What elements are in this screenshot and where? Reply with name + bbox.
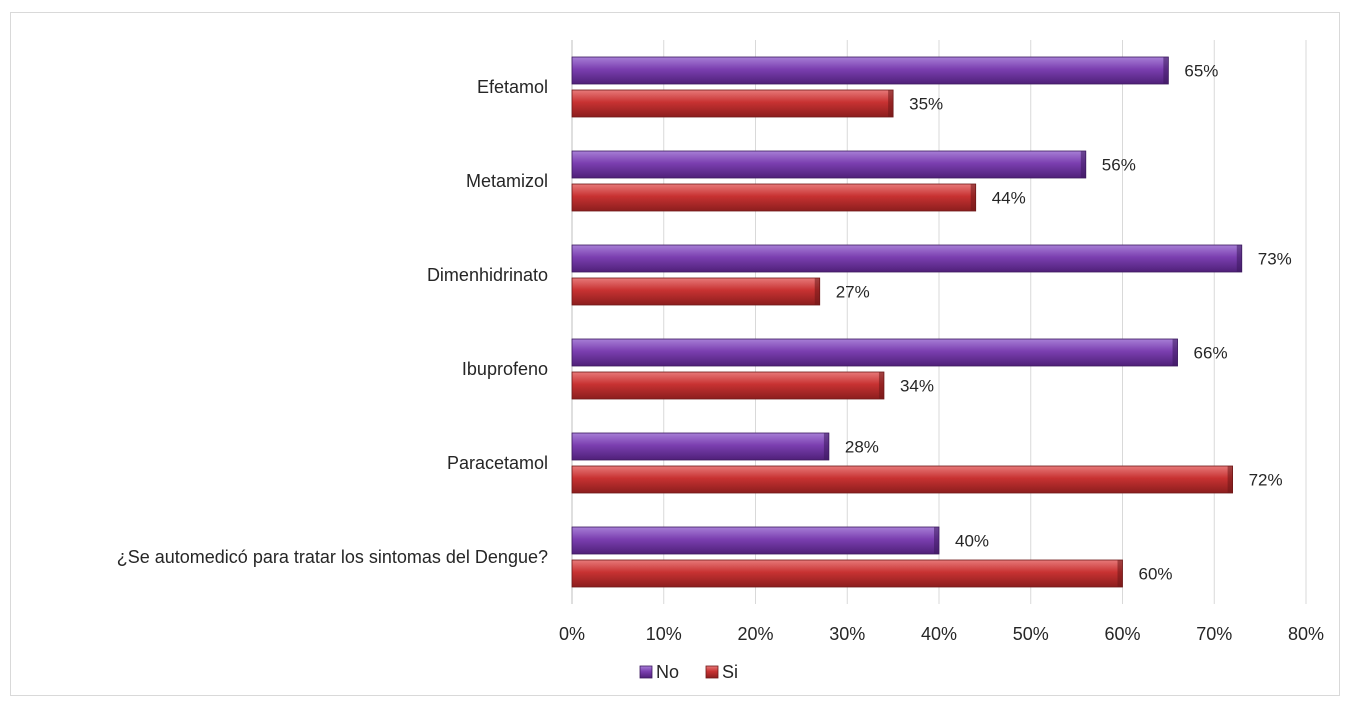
- x-tick-label: 40%: [921, 624, 957, 644]
- x-tick-label: 30%: [829, 624, 865, 644]
- bar-end-shade: [934, 527, 939, 554]
- bar-end-shade: [814, 278, 820, 305]
- bar-end-shade: [970, 184, 976, 211]
- gridlines: [571, 40, 1307, 604]
- data-label: 60%: [1139, 565, 1173, 584]
- bar-no: [571, 338, 1178, 367]
- x-tick-label: 60%: [1104, 624, 1140, 644]
- legend-swatch-si: [705, 665, 719, 679]
- bar-end-shade: [1236, 245, 1242, 272]
- category-label: Metamizol: [466, 171, 548, 191]
- bar-end-shade: [1163, 57, 1169, 84]
- bar-no: [571, 56, 1169, 85]
- data-labels: 65% 35% 56% 44% 73% 27% 66% 34% 28% 72% 40% 60%: [836, 62, 1292, 584]
- data-label: 34%: [900, 377, 934, 396]
- bar-end-shade: [1172, 339, 1178, 366]
- category-label: Paracetamol: [447, 453, 548, 473]
- bar-si: [571, 277, 821, 306]
- bar-no: [571, 526, 940, 555]
- bar-no: [571, 150, 1087, 179]
- legend: No Si: [639, 662, 738, 682]
- data-label: 66%: [1194, 344, 1228, 363]
- bar-end-shade: [1117, 560, 1123, 587]
- bar-end-shade: [1227, 466, 1233, 493]
- legend-label-no: No: [656, 662, 679, 682]
- bar-no: [571, 244, 1243, 273]
- category-label: ¿Se automedicó para tratar los sintomas …: [117, 547, 548, 567]
- x-tick-label: 50%: [1013, 624, 1049, 644]
- bars: [571, 56, 1243, 588]
- data-label: 28%: [845, 438, 879, 457]
- x-tick-label: 80%: [1288, 624, 1324, 644]
- bar-si: [571, 89, 894, 118]
- bar-end-shade: [1080, 151, 1086, 178]
- data-label: 72%: [1249, 471, 1283, 490]
- bar-si: [571, 559, 1123, 588]
- category-labels: Efetamol Metamizol Dimenhidrinato Ibuprofen…: [117, 77, 548, 567]
- data-label: 35%: [909, 95, 943, 114]
- x-axis-tick-labels: 0% 10% 20% 30% 40% 50% 60% 70% 80%: [559, 624, 1324, 644]
- legend-label-si: Si: [722, 662, 738, 682]
- bar-no: [571, 432, 830, 461]
- x-tick-label: 10%: [646, 624, 682, 644]
- data-label: 56%: [1102, 156, 1136, 175]
- legend-swatch-no: [639, 665, 653, 679]
- x-tick-label: 20%: [737, 624, 773, 644]
- x-tick-label: 70%: [1196, 624, 1232, 644]
- bar-si: [571, 465, 1233, 494]
- bar-si: [571, 183, 977, 212]
- data-label: 44%: [992, 189, 1026, 208]
- data-label: 73%: [1258, 250, 1292, 269]
- data-label: 65%: [1184, 62, 1218, 81]
- category-label: Ibuprofeno: [462, 359, 548, 379]
- bar-end-shade: [823, 433, 829, 460]
- bar-si: [571, 371, 885, 400]
- data-label: 40%: [955, 532, 989, 551]
- bar-end-shade: [888, 90, 894, 117]
- x-tick-label: 0%: [559, 624, 585, 644]
- category-label: Dimenhidrinato: [427, 265, 548, 285]
- bar-end-shade: [878, 372, 884, 399]
- data-label: 27%: [836, 283, 870, 302]
- category-label: Efetamol: [477, 77, 548, 97]
